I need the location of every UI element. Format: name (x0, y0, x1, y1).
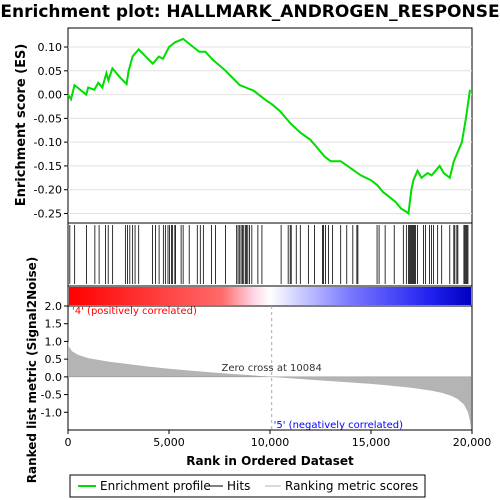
positive-correlation-label: '4' (positively correlated) (72, 306, 197, 317)
x-tick-label: 0 (65, 436, 72, 449)
metric-panel-frame (67, 305, 473, 431)
metric-y-tick-label: 0.0 (45, 371, 63, 384)
es-y-tick-label: 0.05 (38, 65, 63, 78)
metric-y-ticks: 2.0 1.5 1.0 0.5 0.0 -0.5 -1.0 (41, 300, 68, 419)
es-y-tick-label: 0.00 (38, 89, 63, 102)
x-tick-label: 10,000 (251, 436, 290, 449)
negative-correlation-label: '5' (negatively correlated) (274, 420, 403, 431)
metric-y-tick-label: 0.5 (45, 353, 63, 366)
hit-marks (69, 225, 469, 284)
es-y-ticks: 0.10 0.05 0.00 -0.05 -0.10 -0.15 -0.20 -0.25 (34, 41, 68, 220)
metric-y-tick-label: -0.5 (41, 389, 62, 402)
es-y-tick-label: -0.20 (34, 184, 62, 197)
es-y-tick-label: -0.05 (34, 112, 62, 125)
metric-y-axis-label: Ranked list metric (Signal2Noise) (25, 257, 39, 484)
metric-y-tick-label: 2.0 (45, 300, 63, 313)
x-tick-label: 15,000 (352, 436, 391, 449)
legend-frame (69, 474, 426, 498)
es-gridlines (68, 46, 472, 214)
ranking-color-bar (69, 287, 471, 305)
legend-hits: Hits (227, 479, 250, 493)
es-y-tick-label: 0.10 (38, 41, 63, 54)
enrichment-profile-line (67, 37, 471, 216)
legend-ranking-metric-scores: Ranking metric scores (285, 479, 418, 493)
x-tick-label: 5,000 (153, 436, 185, 449)
es-y-tick-label: -0.10 (34, 136, 62, 149)
es-y-axis-label: Enrichment score (ES) (14, 44, 29, 207)
ranking-metric-area (68, 341, 471, 429)
metric-y-tick-label: 1.5 (45, 318, 63, 331)
chart-title: Enrichment plot: HALLMARK_ANDROGEN_RESPO… (0, 2, 499, 22)
metric-y-tick-label: 1.0 (45, 335, 63, 348)
x-tick-label: 20,000 (453, 436, 492, 449)
metric-x-ticks: 0 5,000 10,000 15,000 20,000 (65, 430, 492, 449)
es-panel-frame (67, 27, 473, 224)
x-axis-label: Rank in Ordered Dataset (186, 454, 354, 468)
legend-enrichment-profile: Enrichment profile (100, 479, 211, 493)
es-y-tick-label: -0.15 (34, 160, 62, 173)
es-y-tick-label: -0.25 (34, 207, 62, 220)
zero-cross-label: Zero cross at 10084 (222, 363, 322, 374)
metric-y-tick-label: -1.0 (41, 406, 62, 419)
